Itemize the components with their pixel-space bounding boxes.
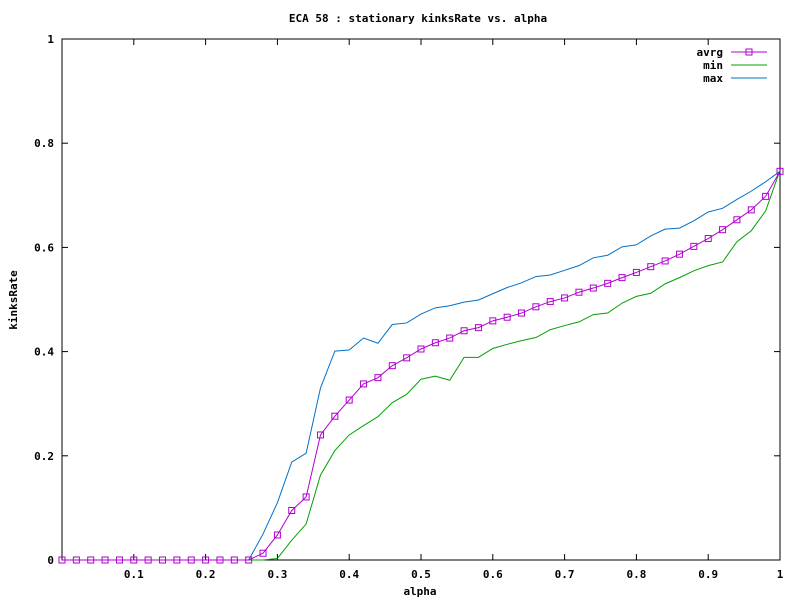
data-point-avrg (316, 431, 324, 439)
data-point-avrg (216, 556, 224, 564)
data-point-avrg (388, 362, 396, 370)
data-point-avrg (446, 334, 454, 342)
data-point-avrg (589, 284, 597, 292)
y-tick-label: 0.4 (34, 346, 54, 359)
data-point-avrg (72, 556, 80, 564)
data-point-avrg (87, 556, 95, 564)
data-point-avrg (618, 274, 626, 282)
data-point-avrg (144, 556, 152, 564)
data-point-avrg (202, 556, 210, 564)
data-point-avrg (632, 268, 640, 276)
data-point-avrg (230, 556, 238, 564)
series-line-avrg (62, 171, 781, 561)
y-axis-label: kinksRate (7, 270, 20, 330)
data-point-avrg (130, 556, 138, 564)
legend-label-max: max (703, 72, 723, 85)
data-point-avrg (431, 339, 439, 347)
chart-title: ECA 58 : stationary kinksRate vs. alpha (289, 12, 547, 25)
data-point-avrg (518, 309, 526, 317)
data-point-avrg (245, 556, 253, 564)
data-point-avrg (159, 556, 167, 564)
data-point-avrg (733, 216, 741, 224)
data-point-avrg (259, 549, 267, 557)
x-tick-label: 0.3 (267, 568, 287, 581)
data-point-avrg (101, 556, 109, 564)
data-point-avrg (503, 313, 511, 321)
data-point-avrg (173, 556, 181, 564)
data-point-avrg (302, 493, 310, 501)
data-point-avrg (747, 206, 755, 214)
data-point-avrg (374, 374, 382, 382)
data-point-avrg (719, 226, 727, 234)
axis-ticks: 0.1 0.2 0.3 0.4 0.5 0.6 0.7 0.8 0.9 1 0 0.2 0.4 0.6 0.… (34, 33, 784, 581)
data-point-avrg (661, 257, 669, 265)
x-tick-label: 0.2 (196, 568, 216, 581)
y-tick-label: 0 (47, 554, 54, 567)
x-tick-label: 0.8 (626, 568, 646, 581)
data-point-avrg (115, 556, 123, 564)
x-axis-label: alpha (403, 585, 436, 598)
data-point-avrg (58, 556, 66, 564)
data-point-avrg (776, 167, 784, 175)
x-tick-label: 0.6 (483, 568, 503, 581)
data-point-avrg (532, 303, 540, 311)
x-tick-label: 0.4 (339, 568, 359, 581)
legend-label-min: min (703, 59, 723, 72)
data-point-avrg (489, 317, 497, 325)
data-point-avrg (417, 345, 425, 353)
x-tick-label: 0.7 (555, 568, 575, 581)
series-line-max (62, 170, 781, 561)
y-tick-label: 1 (47, 33, 54, 46)
series-layer (58, 167, 784, 564)
data-point-avrg (704, 235, 712, 243)
data-point-avrg (675, 250, 683, 258)
data-point-avrg (403, 354, 411, 362)
data-point-avrg (546, 298, 554, 306)
data-point-avrg (561, 294, 569, 302)
x-tick-label: 0.5 (411, 568, 431, 581)
data-point-avrg (187, 556, 195, 564)
x-tick-label: 0.9 (698, 568, 718, 581)
data-point-avrg (762, 192, 770, 200)
data-point-avrg (690, 242, 698, 250)
x-tick-label: 1 (777, 568, 784, 581)
data-point-avrg (360, 380, 368, 388)
legend-label-avrg: avrg (697, 46, 724, 59)
data-point-avrg (288, 507, 296, 515)
data-point-avrg (331, 412, 339, 420)
plot-frame (61, 38, 781, 561)
y-tick-label: 0.6 (34, 241, 54, 254)
data-point-avrg (460, 327, 468, 335)
data-point-avrg (474, 324, 482, 332)
data-point-avrg (273, 531, 281, 539)
data-point-avrg (647, 263, 655, 271)
data-point-avrg (345, 396, 353, 404)
legend-marker-avrg (745, 48, 753, 56)
x-tick-label: 0.1 (124, 568, 144, 581)
data-point-avrg (604, 279, 612, 287)
y-tick-label: 0.2 (34, 450, 54, 463)
y-tick-label: 0.8 (34, 137, 54, 150)
data-point-avrg (575, 288, 583, 296)
